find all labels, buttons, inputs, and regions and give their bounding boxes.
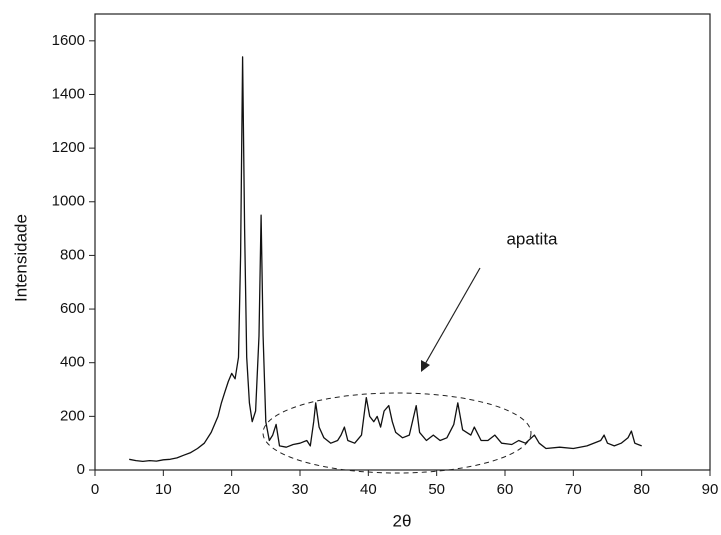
y-tick-label: 1400 bbox=[52, 85, 85, 102]
y-tick-label: 1000 bbox=[52, 193, 85, 210]
y-tick-label: 200 bbox=[60, 407, 85, 424]
x-tick-label: 10 bbox=[155, 481, 172, 498]
x-tick-label: 0 bbox=[91, 481, 99, 498]
x-tick-label: 40 bbox=[360, 481, 377, 498]
x-axis-label: 2θ bbox=[393, 511, 412, 530]
x-tick-label: 50 bbox=[428, 481, 445, 498]
x-tick-label: 80 bbox=[633, 481, 650, 498]
arrow-head bbox=[421, 360, 430, 372]
x-tick-label: 20 bbox=[223, 481, 240, 498]
plot-frame bbox=[94, 13, 711, 471]
x-tick-label: 30 bbox=[292, 481, 309, 498]
y-tick-label: 400 bbox=[60, 354, 85, 371]
data-line bbox=[129, 56, 642, 463]
y-tick-label: 800 bbox=[60, 246, 85, 263]
highlight-ellipse bbox=[262, 392, 532, 474]
y-tick-label: 0 bbox=[77, 461, 85, 478]
annotation-arrow bbox=[423, 267, 481, 367]
y-axis-label: Intensidade bbox=[11, 214, 30, 302]
x-tick-label: 90 bbox=[702, 481, 719, 498]
y-tick-label: 600 bbox=[60, 300, 85, 317]
annotation: apatita bbox=[506, 229, 558, 248]
x-tick-label: 70 bbox=[565, 481, 582, 498]
y-tick-label: 1200 bbox=[52, 139, 85, 156]
x-tick-label: 60 bbox=[497, 481, 514, 498]
y-tick-label: 1600 bbox=[52, 32, 85, 49]
